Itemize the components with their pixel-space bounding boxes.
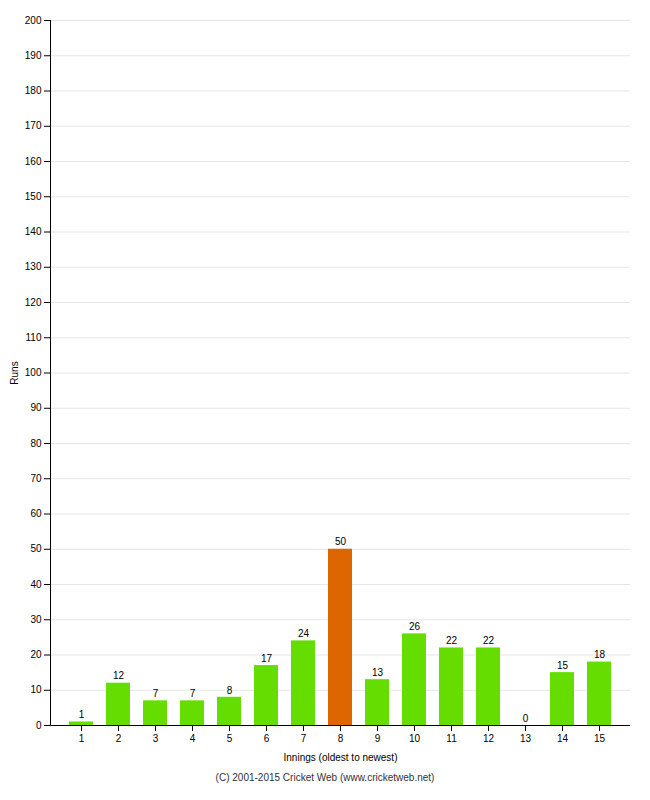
svg-text:100: 100 bbox=[25, 367, 42, 378]
svg-text:7: 7 bbox=[190, 688, 196, 699]
svg-text:20: 20 bbox=[30, 649, 42, 660]
svg-text:14: 14 bbox=[557, 733, 569, 744]
svg-text:1: 1 bbox=[79, 733, 85, 744]
svg-text:5: 5 bbox=[227, 733, 233, 744]
svg-text:2: 2 bbox=[116, 733, 122, 744]
svg-text:24: 24 bbox=[298, 628, 310, 639]
svg-text:60: 60 bbox=[30, 508, 42, 519]
svg-text:8: 8 bbox=[338, 733, 344, 744]
svg-text:13: 13 bbox=[372, 667, 384, 678]
svg-text:190: 190 bbox=[25, 50, 42, 61]
svg-text:22: 22 bbox=[446, 635, 458, 646]
svg-text:70: 70 bbox=[30, 473, 42, 484]
svg-text:7: 7 bbox=[301, 733, 307, 744]
svg-text:22: 22 bbox=[483, 635, 495, 646]
svg-text:110: 110 bbox=[26, 332, 42, 343]
svg-text:150: 150 bbox=[25, 191, 42, 202]
svg-text:200: 200 bbox=[25, 15, 42, 26]
svg-text:11: 11 bbox=[446, 733, 457, 744]
svg-text:6: 6 bbox=[264, 733, 270, 744]
svg-text:90: 90 bbox=[30, 402, 42, 413]
svg-text:4: 4 bbox=[190, 733, 196, 744]
svg-text:130: 130 bbox=[25, 261, 42, 272]
svg-text:12: 12 bbox=[483, 733, 495, 744]
svg-text:120: 120 bbox=[25, 297, 42, 308]
svg-text:140: 140 bbox=[25, 226, 42, 237]
svg-text:80: 80 bbox=[30, 438, 42, 449]
svg-text:50: 50 bbox=[335, 536, 347, 547]
svg-text:170: 170 bbox=[25, 120, 42, 131]
svg-text:18: 18 bbox=[594, 649, 606, 660]
svg-text:40: 40 bbox=[30, 579, 42, 590]
svg-text:3: 3 bbox=[153, 733, 159, 744]
svg-text:7: 7 bbox=[153, 688, 159, 699]
svg-text:15: 15 bbox=[594, 733, 606, 744]
svg-text:10: 10 bbox=[409, 733, 421, 744]
svg-text:8: 8 bbox=[227, 685, 233, 696]
svg-text:Runs: Runs bbox=[9, 361, 20, 384]
svg-text:50: 50 bbox=[30, 543, 42, 554]
svg-text:15: 15 bbox=[557, 660, 569, 671]
svg-text:Innings (oldest to newest): Innings (oldest to newest) bbox=[284, 752, 398, 763]
svg-text:1: 1 bbox=[79, 709, 85, 720]
html-text:(C) 2001-2015 Cricket Web (www: (C) 2001-2015 Cricket Web (www.cricketwe… bbox=[215, 772, 435, 783]
svg-text:13: 13 bbox=[520, 733, 532, 744]
svg-text:26: 26 bbox=[409, 621, 421, 632]
svg-text:30: 30 bbox=[30, 614, 42, 625]
svg-text:12: 12 bbox=[113, 670, 125, 681]
svg-text:160: 160 bbox=[25, 156, 42, 167]
svg-text:10: 10 bbox=[30, 684, 42, 695]
svg-text:0: 0 bbox=[523, 713, 529, 724]
svg-text:9: 9 bbox=[375, 733, 381, 744]
svg-text:0: 0 bbox=[36, 720, 42, 731]
svg-text:180: 180 bbox=[25, 85, 42, 96]
svg-text:17: 17 bbox=[261, 653, 273, 664]
